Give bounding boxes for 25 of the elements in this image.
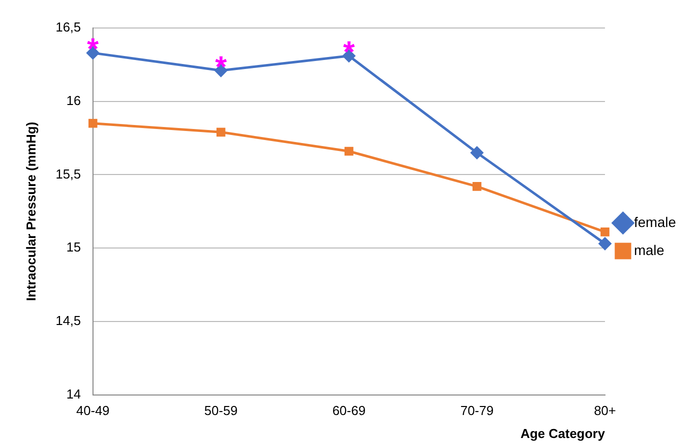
point (344, 146, 354, 156)
y-tick-label: 15 (66, 240, 81, 255)
y-tick-label: 15,5 (56, 166, 81, 182)
point (598, 237, 612, 250)
point (88, 118, 98, 128)
legend-label: female (634, 214, 676, 230)
point (216, 128, 226, 137)
x-axis-title: Age Category (520, 426, 606, 441)
point (470, 146, 484, 159)
annotation: * (215, 50, 228, 84)
x-tick-label: 80+ (594, 403, 616, 418)
legend-label: male (634, 242, 665, 258)
x-tick-label: 40-49 (76, 403, 110, 418)
x-tick-label: 60-69 (332, 403, 366, 418)
annotation: * (343, 36, 356, 70)
y-tick-label: 14 (66, 386, 81, 402)
x-tick-label: 70-79 (460, 403, 494, 418)
annotation: * (87, 33, 100, 66)
y-tick-label: 14,5 (56, 313, 81, 328)
point (600, 228, 610, 236)
y-axis-title: Intraocular Pressure (mmHg) (23, 122, 38, 301)
x-tick-label: 50-59 (204, 403, 238, 418)
point (472, 182, 482, 191)
y-tick-label: 16 (66, 92, 81, 108)
y-tick-label: 16,5 (56, 20, 81, 35)
